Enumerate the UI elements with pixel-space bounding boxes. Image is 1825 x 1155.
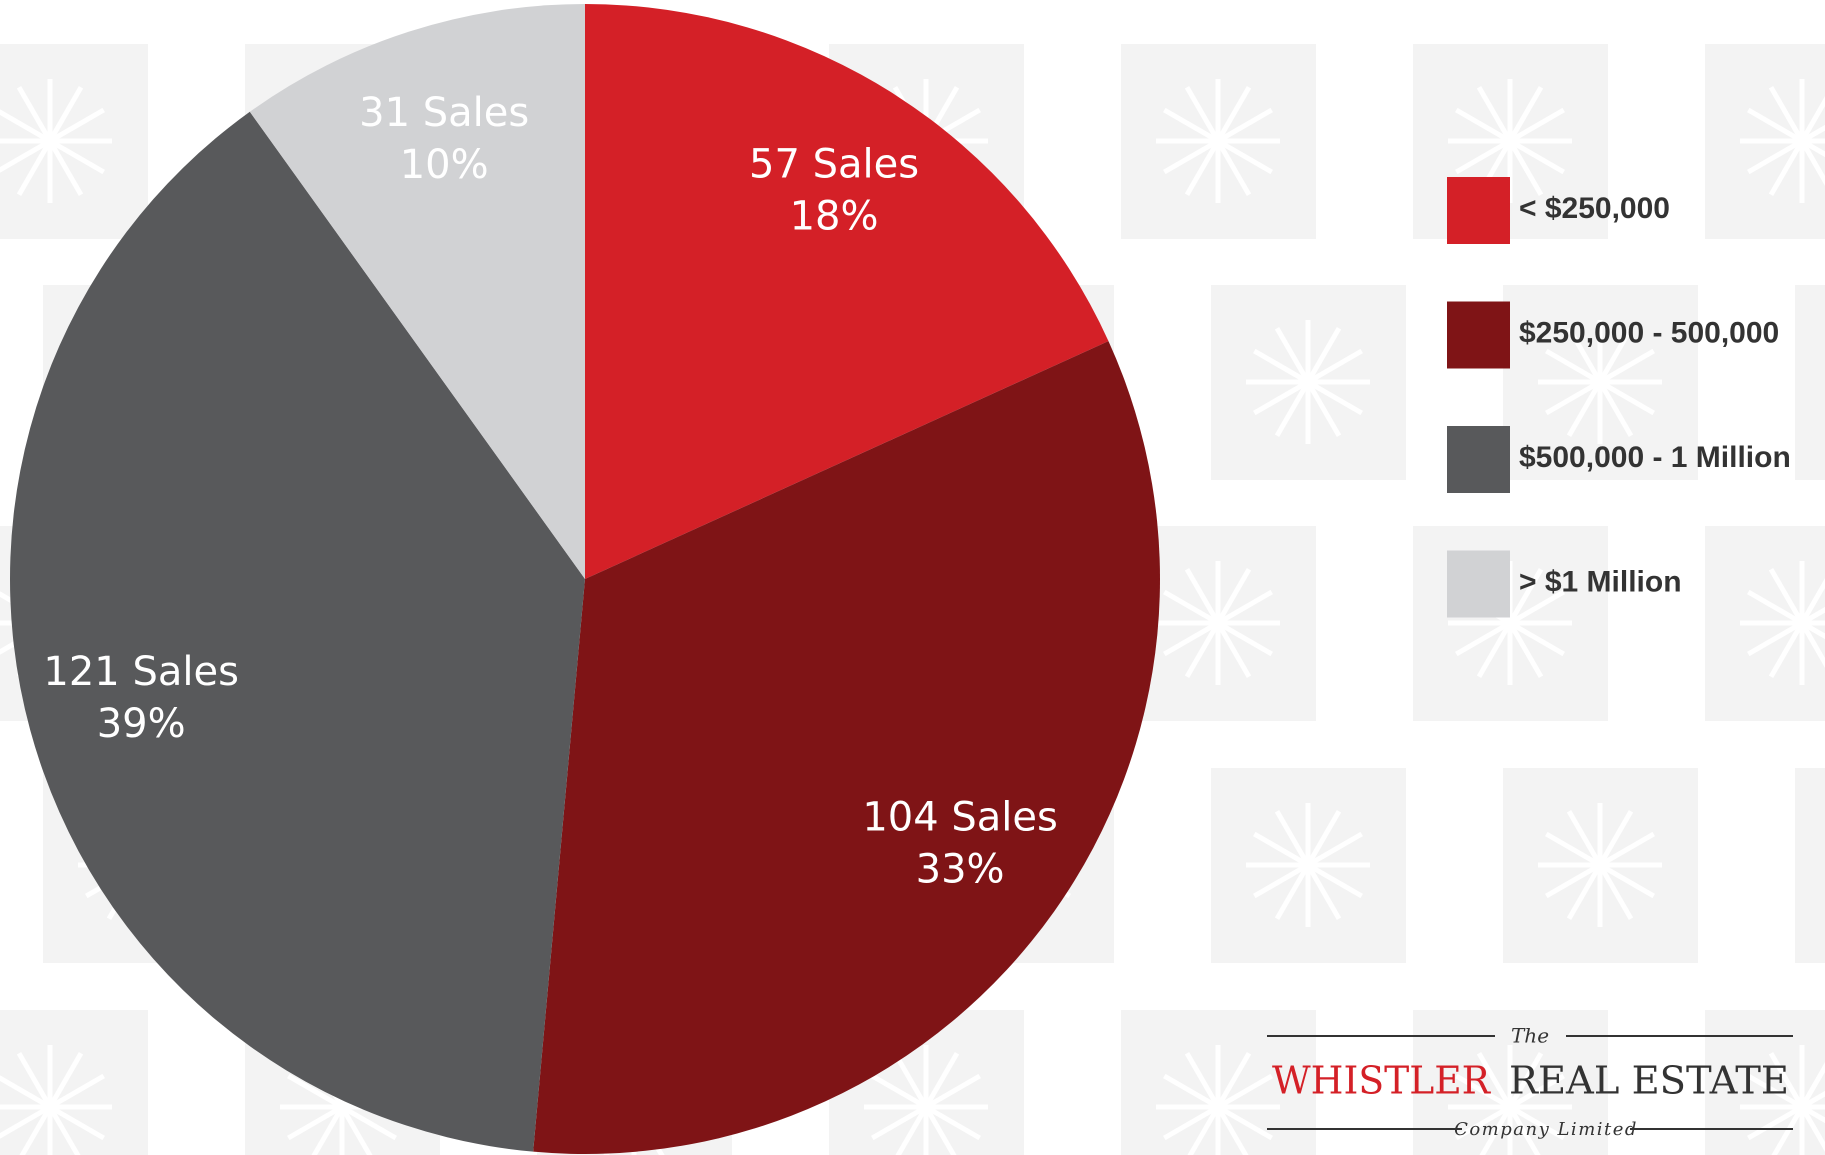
legend-swatch <box>1447 426 1510 493</box>
legend-swatch <box>1447 551 1510 618</box>
slice-percent-label: 18% <box>790 193 879 239</box>
slice-value-label: 31 Sales <box>359 90 529 136</box>
logo-suffix: Company Limited <box>1454 1119 1638 1140</box>
legend-label: $250,000 - 500,000 <box>1519 316 1779 349</box>
tile <box>1795 285 1825 480</box>
tile <box>0 1010 148 1155</box>
legend-label: < $250,000 <box>1519 192 1670 225</box>
legend-swatch <box>1447 302 1510 369</box>
tile <box>1795 768 1825 963</box>
pie-chart: 57 Sales 18% 104 Sales 33% 121 Sales 39% 31 Sa… <box>10 4 1160 1154</box>
slice-value-label: 104 Sales <box>862 794 1058 840</box>
slice-percent-label: 10% <box>400 142 489 188</box>
logo-brand: WHISTLER <box>1272 1059 1491 1103</box>
infographic: 57 Sales 18% 104 Sales 33% 121 Sales 39% 31 Sa… <box>0 0 1825 1155</box>
slice-percent-label: 39% <box>97 701 186 747</box>
slice-value-label: 57 Sales <box>749 141 919 187</box>
legend-swatch <box>1447 177 1510 244</box>
logo-prefix: The <box>1511 1024 1549 1048</box>
logo-name: REAL ESTATE <box>1509 1059 1789 1103</box>
slice-value-label: 121 Sales <box>43 649 239 695</box>
slice-percent-label: 33% <box>916 846 1005 892</box>
legend-label: > $1 Million <box>1519 565 1682 598</box>
legend-label: $500,000 - 1 Million <box>1519 441 1791 474</box>
